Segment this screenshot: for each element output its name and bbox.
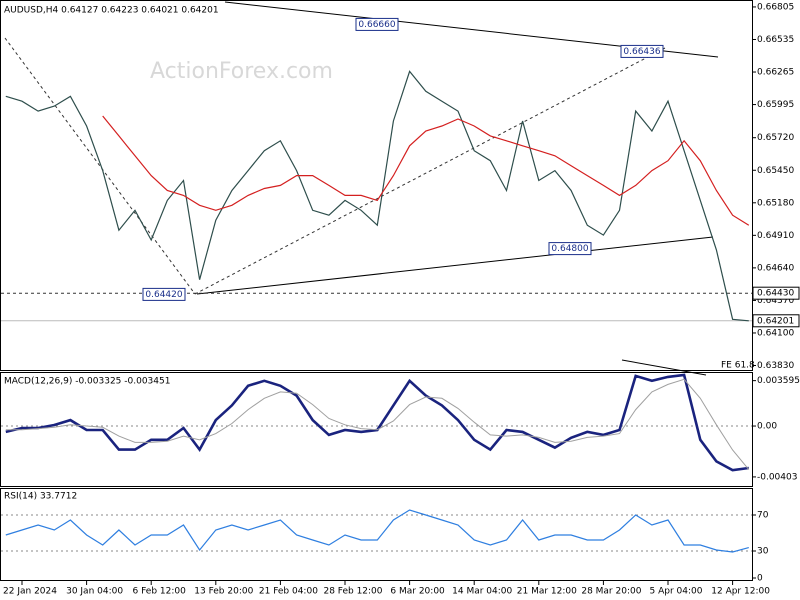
series-line xyxy=(5,509,749,553)
y-tick-label: 0.64910 xyxy=(757,231,794,241)
y-tick-label: 0.65720 xyxy=(757,133,794,143)
price-label-box xyxy=(142,287,186,301)
series-line xyxy=(102,115,750,226)
x-tick-label: 12 Apr 12:00 xyxy=(711,587,770,597)
x-tick-label: 21 Mar 12:00 xyxy=(517,587,577,597)
x-tick-label: 5 Apr 04:00 xyxy=(650,587,703,597)
x-tick-label: 6 Feb 12:00 xyxy=(133,587,187,597)
price-label-box xyxy=(548,242,592,256)
rsi-panel xyxy=(0,488,753,581)
y-tick-label: 0.65180 xyxy=(757,198,794,208)
x-tick-label: 28 Mar 20:00 xyxy=(581,587,641,597)
y-tick-label: 0.003595 xyxy=(757,376,800,386)
level-box xyxy=(752,314,800,328)
price-label: 0.64420 xyxy=(145,290,182,300)
y-tick-label: 0.64370 xyxy=(757,296,794,306)
trendline xyxy=(194,47,666,295)
x-tick-label: 22 Jan 2024 xyxy=(3,587,57,597)
level-label: 0.64201 xyxy=(757,316,794,326)
y-tick-label: -0.00403 xyxy=(757,472,797,482)
price-label-box xyxy=(620,44,664,58)
y-tick-label: 70 xyxy=(757,511,769,521)
x-tick-label: 14 Mar 04:00 xyxy=(452,587,512,597)
y-tick-label: 0.65995 xyxy=(757,100,794,110)
x-tick-label: 28 Feb 12:00 xyxy=(323,587,382,597)
price-panel xyxy=(0,0,753,371)
macd-panel xyxy=(0,372,753,487)
level-label: 0.64430 xyxy=(757,289,794,299)
x-tick-label: 30 Jan 04:00 xyxy=(66,587,123,597)
y-tick-label: 0.64100 xyxy=(757,328,794,338)
y-tick-label: 0 xyxy=(757,574,763,584)
y-tick-label: 0.66265 xyxy=(757,68,794,78)
divergence-line xyxy=(621,359,707,376)
macd-header: MACD(12,26,9) -0.003325 -0.003451 xyxy=(4,377,170,387)
series-line xyxy=(5,70,749,322)
x-tick-label: 21 Feb 04:00 xyxy=(259,587,318,597)
level-box xyxy=(752,286,800,300)
y-tick-label: 0.63830 xyxy=(757,361,794,371)
y-tick-label: 0.66805 xyxy=(757,2,794,12)
x-tick-label: 13 Feb 20:00 xyxy=(194,587,253,597)
price-label: 0.64800 xyxy=(551,244,588,254)
price-label: 0.66436 xyxy=(623,47,660,57)
rsi-header: RSI(14) 33.7712 xyxy=(4,492,77,502)
trendline xyxy=(4,37,196,295)
x-tick-label: 6 Mar 20:00 xyxy=(390,587,445,597)
fib-label: FE 61.8 xyxy=(721,361,755,371)
trendline xyxy=(196,236,714,295)
price-label-box xyxy=(355,17,399,31)
price-header: AUDUSD,H4 0.64127 0.64223 0.64021 0.6420… xyxy=(4,6,219,16)
y-tick-label: 30 xyxy=(757,547,769,557)
y-tick-label: 0.65450 xyxy=(757,166,794,176)
y-tick-label: 0.00 xyxy=(757,422,777,432)
y-tick-label: 0.66535 xyxy=(757,35,794,45)
watermark: ActionForex.com xyxy=(150,59,333,84)
price-label: 0.66660 xyxy=(358,20,395,30)
y-tick-label: 0.64640 xyxy=(757,263,794,273)
series-line xyxy=(5,378,750,470)
